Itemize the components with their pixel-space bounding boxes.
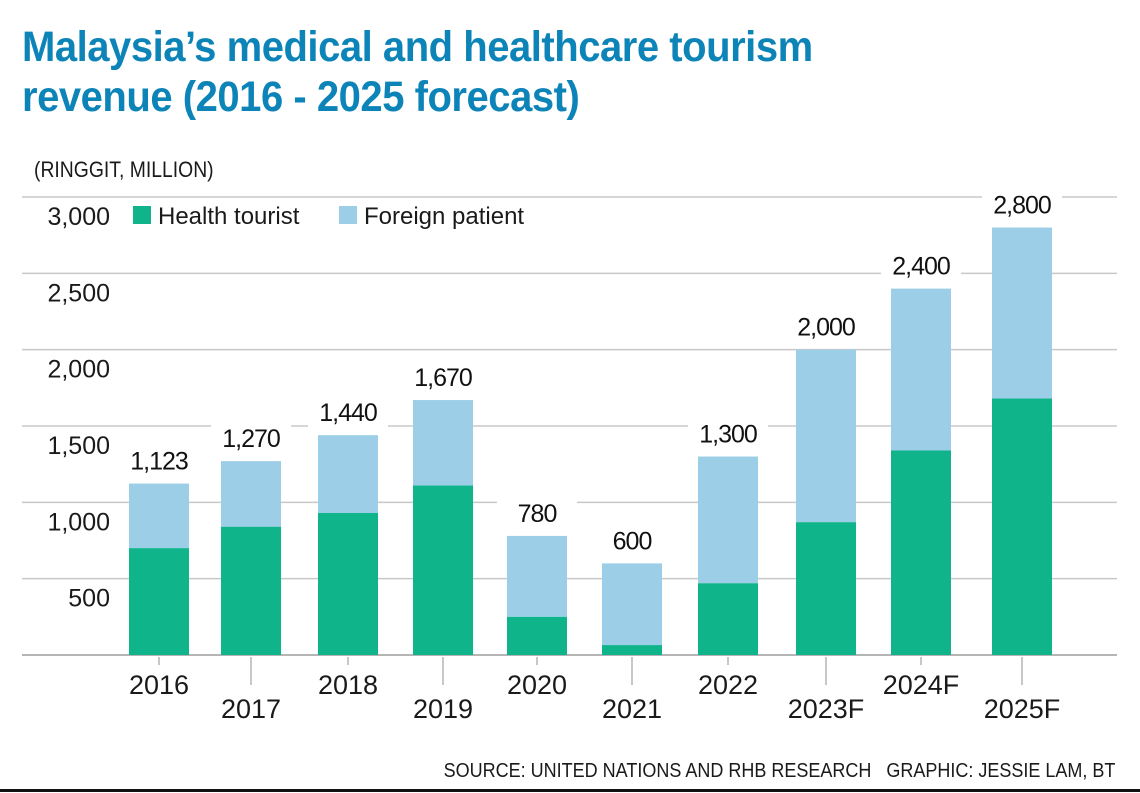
data-label: 1,123 [130, 448, 188, 476]
bar-foreign-patient [507, 535, 567, 617]
bottom-rule [0, 789, 1140, 792]
data-label-bg [881, 248, 961, 281]
legend: Health tourist Foreign patient [133, 203, 524, 230]
bar-foreign-patient [413, 400, 473, 486]
bar-health-tourist [318, 513, 378, 655]
legend-swatch-health-tourist [133, 206, 151, 224]
data-label: 780 [518, 500, 557, 528]
bar-foreign-patient [129, 483, 189, 549]
legend-label-foreign-patient: Foreign patient [364, 203, 524, 230]
data-label-bg [403, 360, 483, 393]
bar-health-tourist [891, 450, 951, 655]
bar-foreign-patient [796, 349, 856, 523]
x-tick-label: 2024F [883, 670, 960, 700]
y-tick-label: 2,500 [47, 279, 110, 307]
bar-health-tourist [129, 548, 189, 655]
source-credit: SOURCE: UNITED NATIONS AND RHB RESEARCH … [443, 760, 1115, 782]
x-tick-label: 2019 [413, 694, 473, 724]
y-tick-label: 3,000 [47, 203, 110, 231]
data-label: 1,300 [699, 421, 757, 449]
data-label: 1,440 [319, 399, 377, 427]
y-axis: 500 1,000 1,500 2,000 2,500 3,000 [47, 203, 110, 613]
x-axis: 2016 2017 2018 2019 2020 2021 2022 2023F 2024F 20… [129, 657, 1060, 724]
x-tick-label: 2016 [129, 670, 189, 700]
data-label-bg [119, 443, 199, 476]
bar-foreign-patient [992, 227, 1052, 399]
y-tick-label: 500 [68, 585, 110, 613]
bar-health-tourist [221, 526, 281, 655]
bar-foreign-patient [602, 563, 662, 646]
data-label-bg [688, 416, 768, 449]
x-tick-label: 2020 [507, 670, 567, 700]
bar-foreign-patient [891, 288, 951, 451]
data-label-bg [786, 309, 866, 342]
x-tick-label: 2021 [602, 694, 662, 724]
data-label: 2,400 [892, 253, 950, 281]
chart-title: Malaysia’s medical and healthcare touris… [22, 22, 1045, 122]
data-label-bg [497, 495, 577, 528]
legend-label-health-tourist: Health tourist [158, 203, 300, 230]
x-tick-label: 2018 [318, 670, 378, 700]
x-tick-label: 2023F [788, 694, 865, 724]
bar-foreign-patient [318, 435, 378, 514]
bar-health-tourist [992, 398, 1052, 655]
bar-health-tourist [507, 616, 567, 655]
data-labels: 1,123 1,270 1,440 1,670 780 600 1,300 2,000 2,40… [119, 187, 1062, 556]
data-label-bg [592, 523, 672, 556]
x-tick-label: 2017 [221, 694, 281, 724]
data-label-bg [982, 187, 1062, 220]
bar-foreign-patient [221, 461, 281, 527]
bar-health-tourist [796, 522, 856, 655]
data-label: 2,800 [993, 192, 1051, 220]
data-label: 1,670 [414, 364, 472, 392]
data-label: 1,270 [222, 425, 280, 453]
data-label-bg [211, 421, 291, 454]
bar-health-tourist [413, 485, 473, 655]
y-tick-label: 2,000 [47, 356, 110, 384]
data-label: 2,000 [797, 314, 855, 342]
y-tick-label: 1,500 [47, 432, 110, 460]
bar-health-tourist [698, 583, 758, 655]
y-tick-label: 1,000 [47, 508, 110, 536]
bar-health-tourist [602, 645, 662, 655]
bars [129, 227, 1052, 655]
legend-swatch-foreign-patient [339, 206, 357, 224]
y-axis-unit-label: (RINGGIT, MILLION) [34, 157, 214, 182]
data-label: 600 [613, 527, 652, 555]
chart-title-line-1: Malaysia’s medical and healthcare touris… [22, 23, 813, 71]
bar-foreign-patient [698, 456, 758, 584]
data-label-bg [308, 395, 388, 428]
x-tick-label: 2025F [984, 694, 1061, 724]
x-tick-label: 2022 [698, 670, 758, 700]
chart-title-line-2: revenue (2016 - 2025 forecast) [22, 73, 580, 121]
